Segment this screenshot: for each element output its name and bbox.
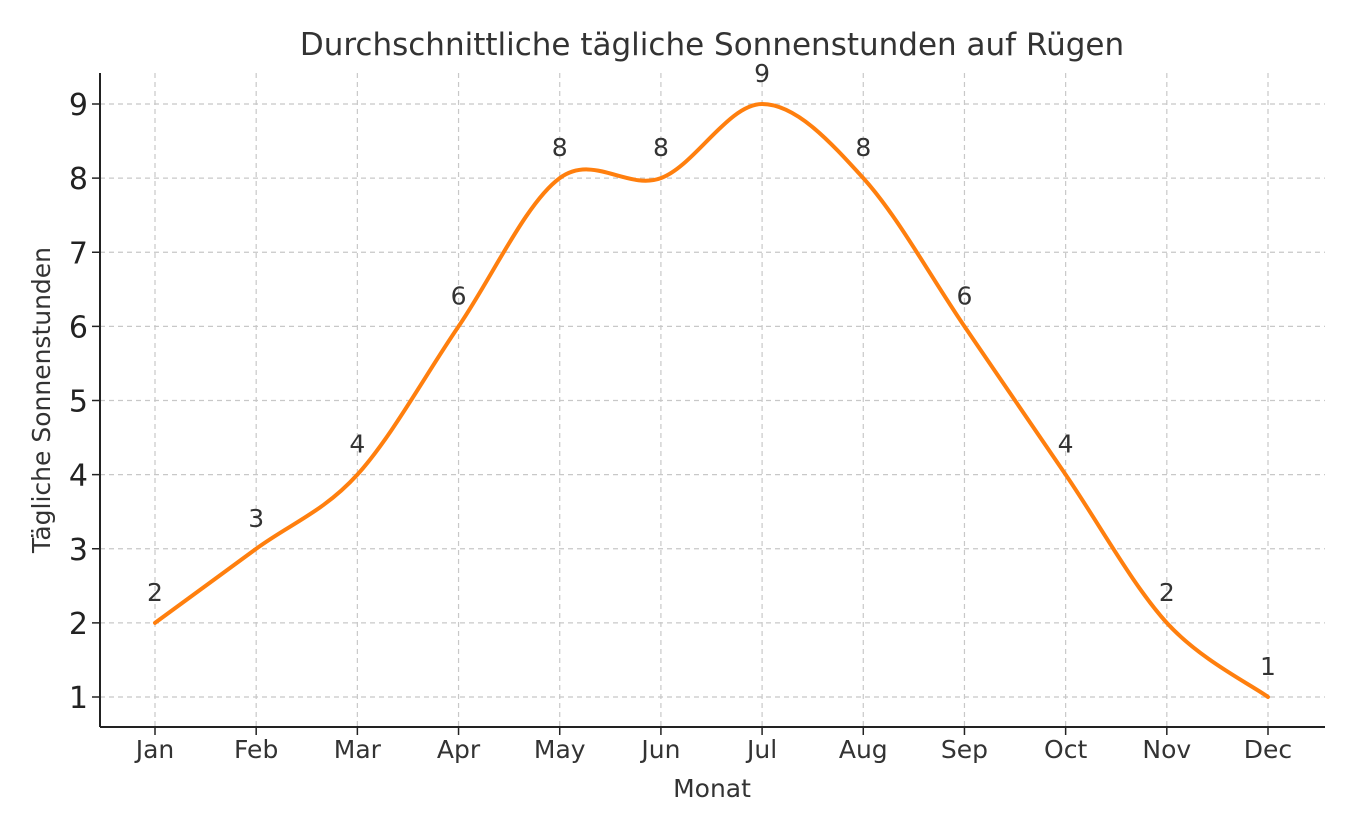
grid <box>100 73 1325 727</box>
data-label: 9 <box>754 59 770 88</box>
y-tick-label: 5 <box>69 385 88 420</box>
y-tick-label: 7 <box>69 236 88 271</box>
y-axis-ticks: 1 2 3 4 5 6 7 8 9 <box>69 88 100 716</box>
data-label: 8 <box>855 133 871 162</box>
chart-title: Durchschnittliche tägliche Sonnenstunden… <box>300 27 1124 63</box>
y-tick-label: 1 <box>69 681 88 716</box>
data-label: 2 <box>1159 578 1175 607</box>
x-axis-ticks: Jan Feb Mar Apr May Jun Jul Aug Sep Oct Nov Dec <box>134 727 1292 764</box>
data-label: 4 <box>1058 430 1074 459</box>
x-tick-label: Mar <box>334 735 382 764</box>
y-tick-label: 8 <box>69 162 88 197</box>
y-tick-label: 6 <box>69 310 88 345</box>
data-label: 4 <box>349 430 365 459</box>
data-label: 6 <box>957 281 973 310</box>
x-tick-label: Jul <box>745 735 777 764</box>
x-tick-label: Oct <box>1044 735 1087 764</box>
data-label: 2 <box>147 578 163 607</box>
data-label: 8 <box>552 133 568 162</box>
x-tick-label: Dec <box>1244 735 1292 764</box>
data-labels: 2 3 4 6 8 8 9 8 6 4 2 1 <box>147 59 1276 681</box>
x-tick-label: Sep <box>941 735 988 764</box>
y-tick-label: 2 <box>69 607 88 642</box>
x-tick-label: May <box>534 735 586 764</box>
x-tick-label: Feb <box>234 735 278 764</box>
x-axis-label: Monat <box>673 774 751 803</box>
y-tick-label: 4 <box>69 459 88 494</box>
x-tick-label: Jun <box>639 735 680 764</box>
x-tick-label: Jan <box>134 735 175 764</box>
data-label: 6 <box>451 281 467 310</box>
y-axis-label: Tägliche Sonnenstunden <box>27 247 56 554</box>
x-tick-label: Apr <box>437 735 481 764</box>
y-tick-label: 9 <box>69 88 88 123</box>
data-label: 3 <box>248 504 264 533</box>
x-tick-label: Aug <box>839 735 888 764</box>
data-label: 8 <box>653 133 669 162</box>
y-tick-label: 3 <box>69 533 88 568</box>
x-tick-label: Nov <box>1142 735 1191 764</box>
series-line <box>153 102 1270 699</box>
data-label: 1 <box>1260 652 1276 681</box>
